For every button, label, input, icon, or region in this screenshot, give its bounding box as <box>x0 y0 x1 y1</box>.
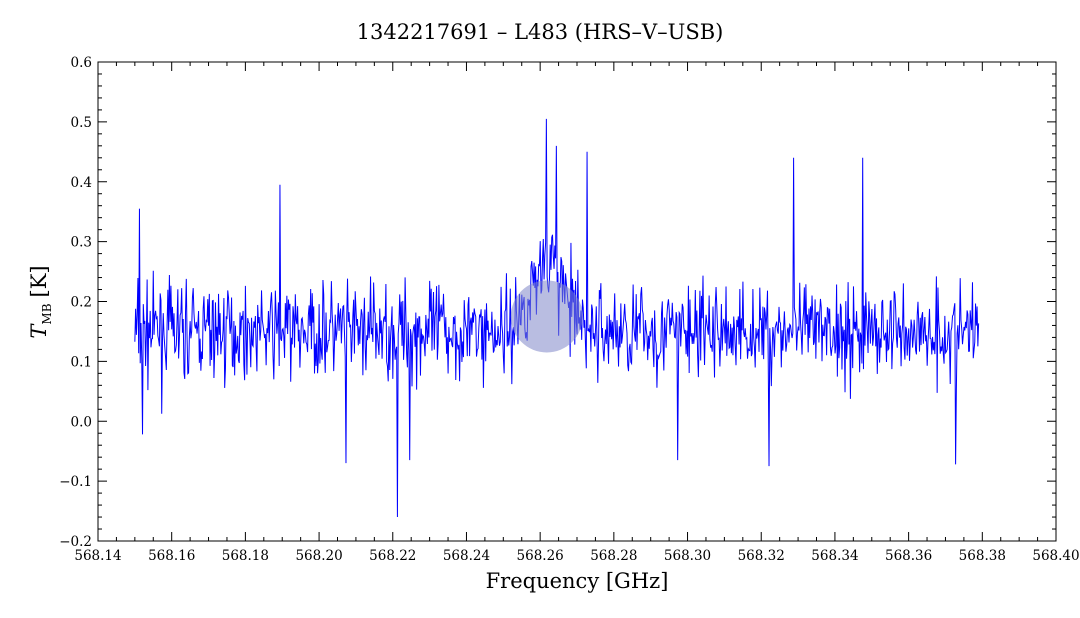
x-tick-label: 568.22 <box>369 548 416 564</box>
x-tick-label: 568.28 <box>590 548 637 564</box>
x-tick-label: 568.32 <box>738 548 785 564</box>
svg-text:TMB[K]: TMB [K] <box>27 265 54 338</box>
feature-marker <box>510 280 583 353</box>
y-tick-label: 0.5 <box>71 115 92 131</box>
spectrum-line <box>134 118 980 518</box>
y-tick-label: 0.6 <box>71 55 92 71</box>
x-tick-label: 568.24 <box>443 548 490 564</box>
series-layer <box>134 118 980 518</box>
y-axis-subscript: MB <box>40 303 54 324</box>
y-tick-label: 0.3 <box>71 235 92 251</box>
y-tick-label: 0.2 <box>71 295 92 311</box>
x-tick-label: 568.34 <box>811 548 858 564</box>
tick-labels-layer: 568.14 568.16 568.18 568.20 568.22 568.24 568.… <box>59 55 1079 564</box>
y-tick-label: 0.4 <box>71 175 92 191</box>
ticks-layer <box>97 61 1057 542</box>
plot-frame <box>97 61 1057 542</box>
x-tick-label: 568.40 <box>1032 548 1079 564</box>
chart-title: 1342217691 – L483 (HRS–V–USB) <box>357 20 724 44</box>
y-axis-label: TMB [K] <box>27 265 54 338</box>
x-tick-label: 568.30 <box>664 548 711 564</box>
y-axis-unit: [K] <box>27 265 51 297</box>
x-axis-label: Frequency [GHz] <box>486 569 669 593</box>
x-tick-label: 568.16 <box>148 548 195 564</box>
y-tick-label: 0.1 <box>71 354 92 370</box>
x-tick-label: 568.38 <box>959 548 1006 564</box>
x-tick-label: 568.26 <box>517 548 564 564</box>
y-tick-label: −0.1 <box>59 474 92 490</box>
x-tick-label: 568.14 <box>74 548 121 564</box>
y-tick-label: −0.2 <box>59 534 92 550</box>
y-tick-label: 0.0 <box>71 414 92 430</box>
x-tick-label: 568.18 <box>222 548 269 564</box>
y-axis-symbol: T <box>27 323 51 339</box>
x-tick-label: 568.20 <box>295 548 342 564</box>
x-tick-label: 568.36 <box>885 548 932 564</box>
